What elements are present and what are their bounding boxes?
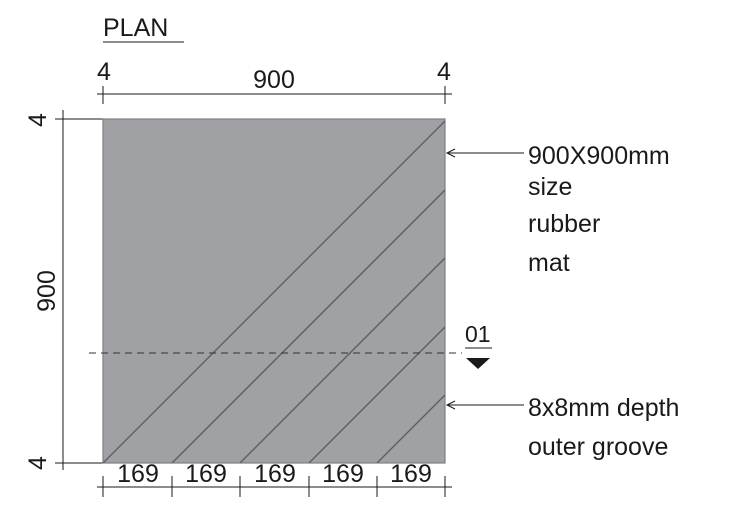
mat-label-line-3: rubber xyxy=(528,210,600,238)
top-dim-left-offset: 4 xyxy=(97,58,111,86)
section-marker-arrow-icon xyxy=(466,358,490,369)
mat-label-line-1: 900X900mm xyxy=(528,142,670,170)
top-dim-overall: 900 xyxy=(253,66,295,94)
left-dim-overall: 900 xyxy=(33,270,61,312)
groove-label-line-2: outer groove xyxy=(528,433,668,461)
bottom-dim-4: 169 xyxy=(322,460,364,488)
left-dim-top-offset: 4 xyxy=(24,113,52,127)
bottom-dim-5: 169 xyxy=(390,460,432,488)
groove-label-line-1: 8x8mm depth xyxy=(528,394,679,422)
mat-label-line-2: size xyxy=(528,173,572,201)
plan-title: PLAN xyxy=(103,14,168,42)
bottom-dim-2: 169 xyxy=(185,460,227,488)
mat-leader-arrow xyxy=(447,149,524,157)
section-marker-label: 01 xyxy=(465,321,491,347)
mat-label-line-4: mat xyxy=(528,249,570,277)
groove-leader-arrow xyxy=(447,401,524,409)
bottom-dim-1: 169 xyxy=(117,460,159,488)
top-dim-right-offset: 4 xyxy=(437,58,451,86)
left-dimension-line xyxy=(55,110,103,470)
left-dim-bottom-offset: 4 xyxy=(24,456,52,470)
bottom-dim-3: 169 xyxy=(254,460,296,488)
